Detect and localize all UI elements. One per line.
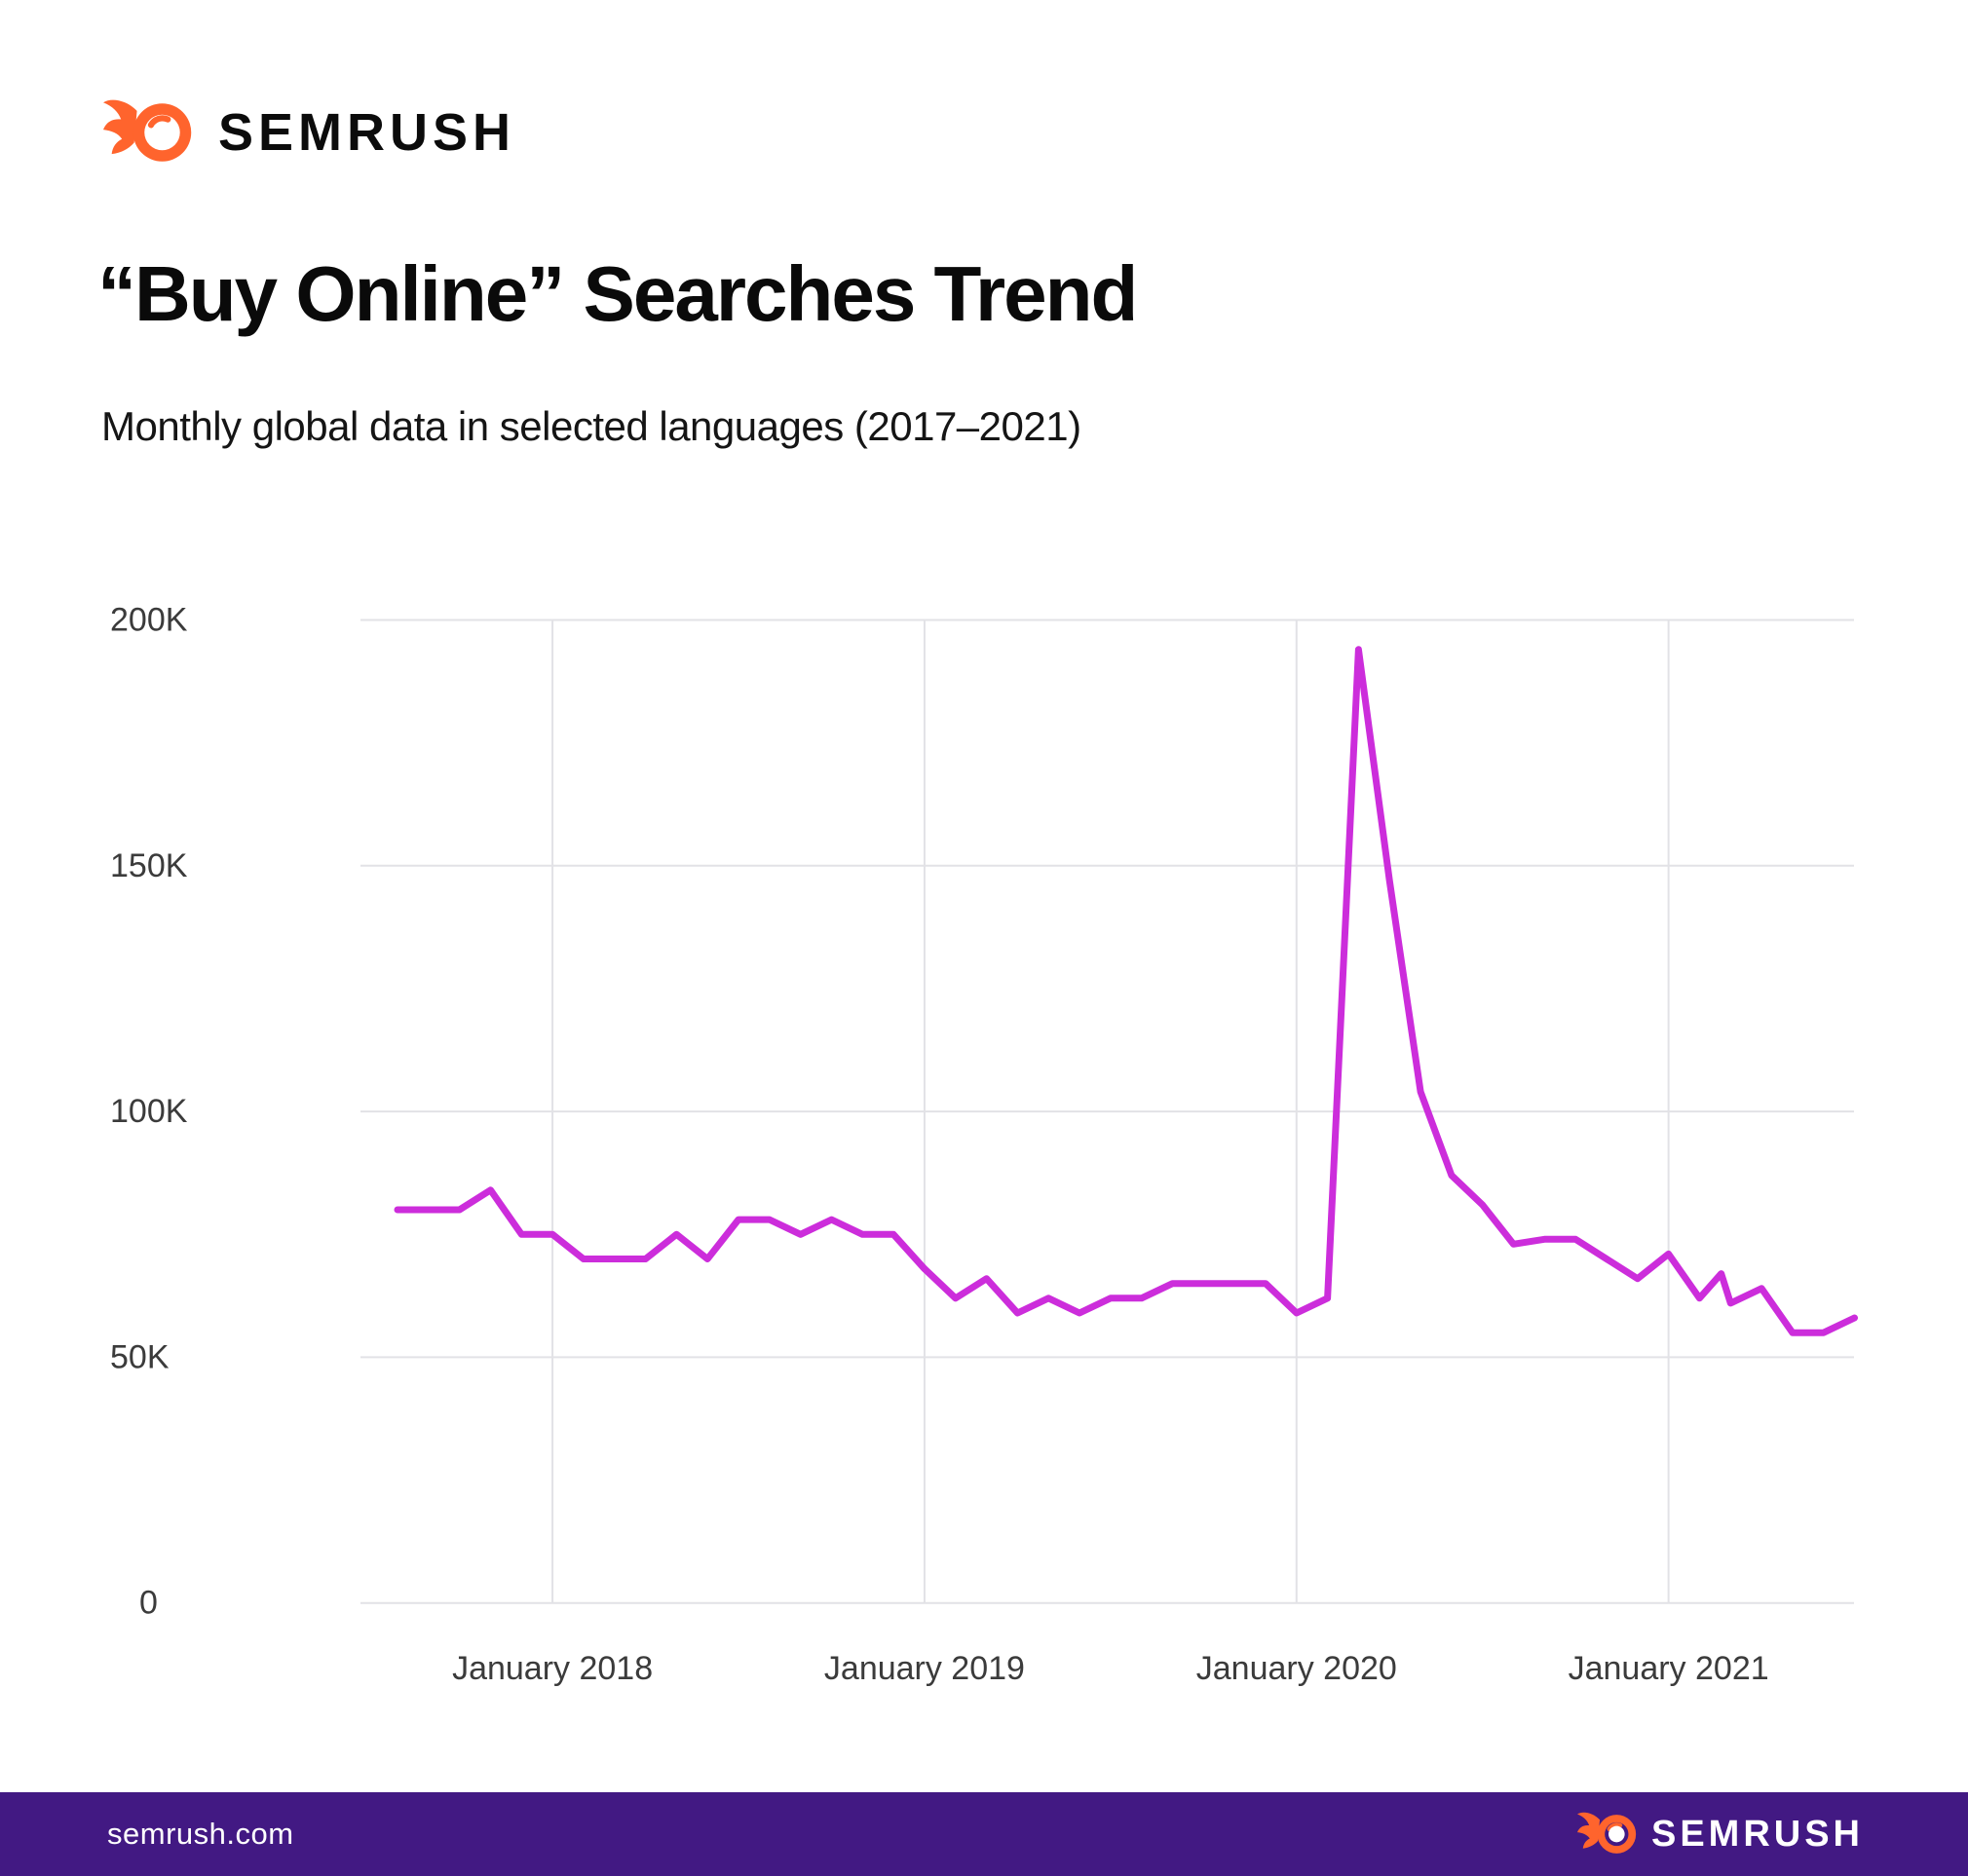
- page-subtitle: Monthly global data in selected language…: [101, 403, 1081, 449]
- footer-bar: semrush.com SEMRUSH: [0, 1792, 1968, 1876]
- y-axis-tick-label: 0: [139, 1585, 158, 1622]
- trend-line: [394, 646, 1858, 1336]
- x-axis-tick-label: January 2019: [824, 1650, 1025, 1687]
- footer-semrush-flame-icon: [1576, 1812, 1637, 1854]
- y-axis-tick-label: 100K: [110, 1093, 188, 1130]
- footer-site-link[interactable]: semrush.com: [107, 1817, 294, 1851]
- page-title: “Buy Online” Searches Trend: [97, 250, 1138, 337]
- footer-semrush-logo: SEMRUSH: [1576, 1809, 1864, 1859]
- x-axis-tick-label: January 2018: [452, 1650, 653, 1687]
- y-axis-tick-label: 200K: [110, 602, 188, 639]
- y-axis-tick-label: 150K: [110, 847, 188, 884]
- footer-semrush-wordmark: SEMRUSH: [1650, 1813, 1864, 1855]
- semrush-logo: SEMRUSH: [103, 94, 515, 171]
- x-axis-tick-label: January 2021: [1569, 1650, 1769, 1687]
- x-axis-tick-label: January 2020: [1196, 1650, 1397, 1687]
- semrush-flame-icon: [103, 99, 192, 162]
- y-axis-tick-label: 50K: [110, 1338, 170, 1375]
- semrush-wordmark: SEMRUSH: [218, 103, 516, 162]
